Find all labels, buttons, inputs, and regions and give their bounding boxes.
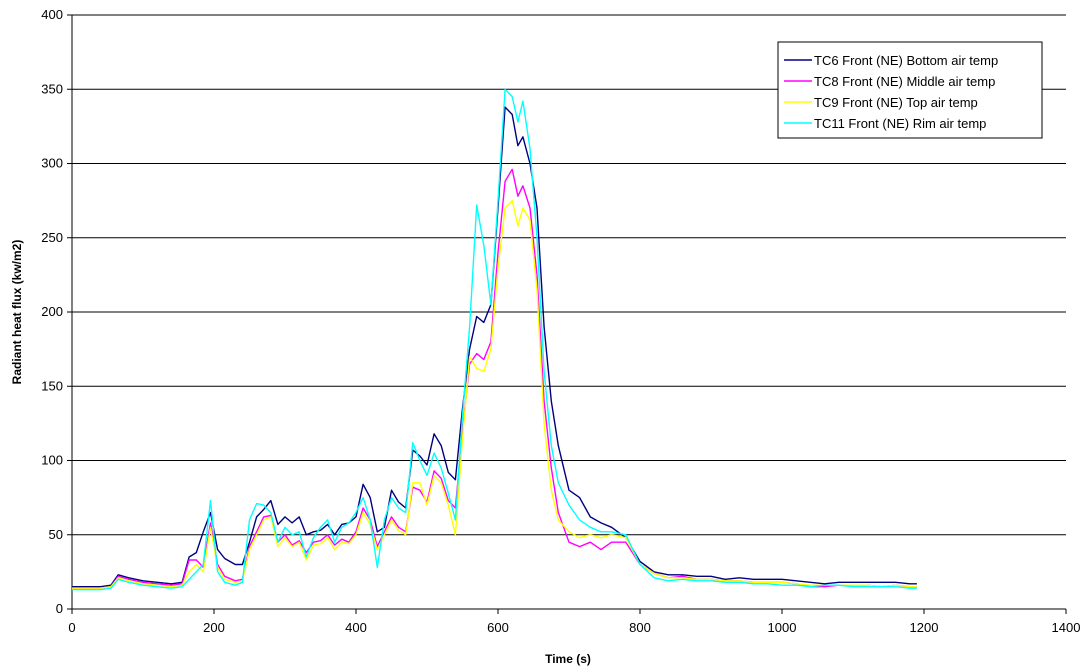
y-tick-label: 200 — [41, 304, 63, 319]
x-tick-label: 400 — [345, 620, 367, 635]
legend-label-3: TC11 Front (NE) Rim air temp — [814, 116, 986, 131]
legend-label-1: TC8 Front (NE) Middle air temp — [814, 74, 995, 89]
y-axis-title: Radiant heat flux (kw/m2) — [10, 240, 24, 385]
x-tick-label: 600 — [487, 620, 509, 635]
y-tick-label: 150 — [41, 378, 63, 393]
x-tick-label: 1200 — [910, 620, 939, 635]
legend-box — [777, 41, 1043, 139]
legend-label-2: TC9 Front (NE) Top air temp — [814, 95, 978, 110]
x-tick-label: 800 — [629, 620, 651, 635]
gridlines — [72, 14, 1066, 536]
y-tick-label: 400 — [41, 7, 63, 22]
series-line-3 — [72, 88, 917, 591]
axes: 0 50 100 150 200 250 300 350 400 0 200 400 600 800 100… — [41, 7, 1080, 635]
series-line-0 — [72, 106, 917, 588]
series-line-2 — [72, 199, 917, 589]
x-tick-label: 1000 — [768, 620, 797, 635]
y-tick-label: 100 — [41, 453, 63, 468]
series-lines — [72, 88, 917, 591]
legend: TC6 Front (NE) Bottom air temp TC8 Front … — [777, 41, 1043, 139]
x-axis-title: Time (s) — [545, 652, 591, 666]
y-tick-label: 350 — [41, 81, 63, 96]
x-tick-label: 1400 — [1052, 620, 1081, 635]
x-tick-label: 200 — [203, 620, 225, 635]
y-tick-label: 50 — [49, 527, 63, 542]
legend-label-0: TC6 Front (NE) Bottom air temp — [814, 53, 998, 68]
y-tick-label: 0 — [56, 601, 63, 616]
y-tick-label: 300 — [41, 156, 63, 171]
x-tick-label: 0 — [68, 620, 75, 635]
y-tick-label: 250 — [41, 230, 63, 245]
series-line-1 — [72, 168, 917, 589]
